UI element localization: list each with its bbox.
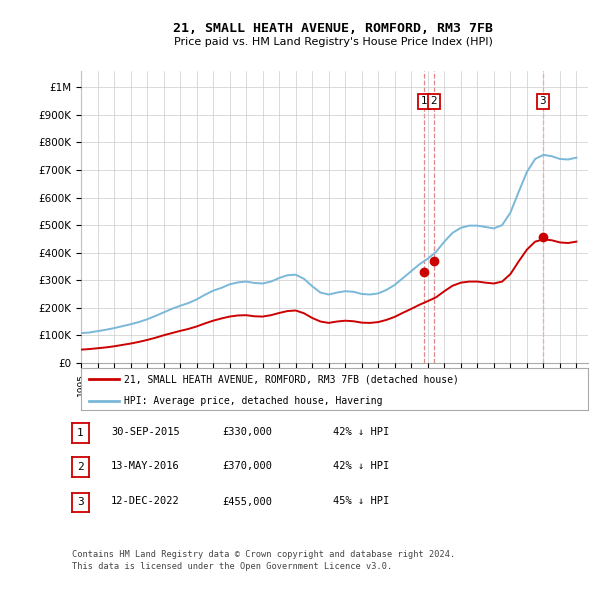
Text: 42% ↓ HPI: 42% ↓ HPI — [333, 427, 389, 437]
Text: £455,000: £455,000 — [222, 497, 272, 506]
Text: 21, SMALL HEATH AVENUE, ROMFORD, RM3 7FB (detached house): 21, SMALL HEATH AVENUE, ROMFORD, RM3 7FB… — [124, 374, 459, 384]
Text: 3: 3 — [539, 96, 546, 106]
Text: 30-SEP-2015: 30-SEP-2015 — [111, 427, 180, 437]
Text: Contains HM Land Registry data © Crown copyright and database right 2024.: Contains HM Land Registry data © Crown c… — [72, 550, 455, 559]
Text: HPI: Average price, detached house, Havering: HPI: Average price, detached house, Have… — [124, 396, 383, 406]
Text: 1: 1 — [421, 96, 427, 106]
Text: 12-DEC-2022: 12-DEC-2022 — [111, 497, 180, 506]
Text: 21, SMALL HEATH AVENUE, ROMFORD, RM3 7FB: 21, SMALL HEATH AVENUE, ROMFORD, RM3 7FB — [173, 22, 493, 35]
Text: 1: 1 — [77, 428, 84, 438]
Text: 42% ↓ HPI: 42% ↓ HPI — [333, 461, 389, 471]
Text: 13-MAY-2016: 13-MAY-2016 — [111, 461, 180, 471]
Text: 2: 2 — [431, 96, 437, 106]
Text: £370,000: £370,000 — [222, 461, 272, 471]
Text: £330,000: £330,000 — [222, 427, 272, 437]
Text: This data is licensed under the Open Government Licence v3.0.: This data is licensed under the Open Gov… — [72, 562, 392, 571]
Text: 2: 2 — [77, 462, 84, 472]
Text: 45% ↓ HPI: 45% ↓ HPI — [333, 497, 389, 506]
Text: 3: 3 — [77, 497, 84, 507]
Text: Price paid vs. HM Land Registry's House Price Index (HPI): Price paid vs. HM Land Registry's House … — [173, 37, 493, 47]
